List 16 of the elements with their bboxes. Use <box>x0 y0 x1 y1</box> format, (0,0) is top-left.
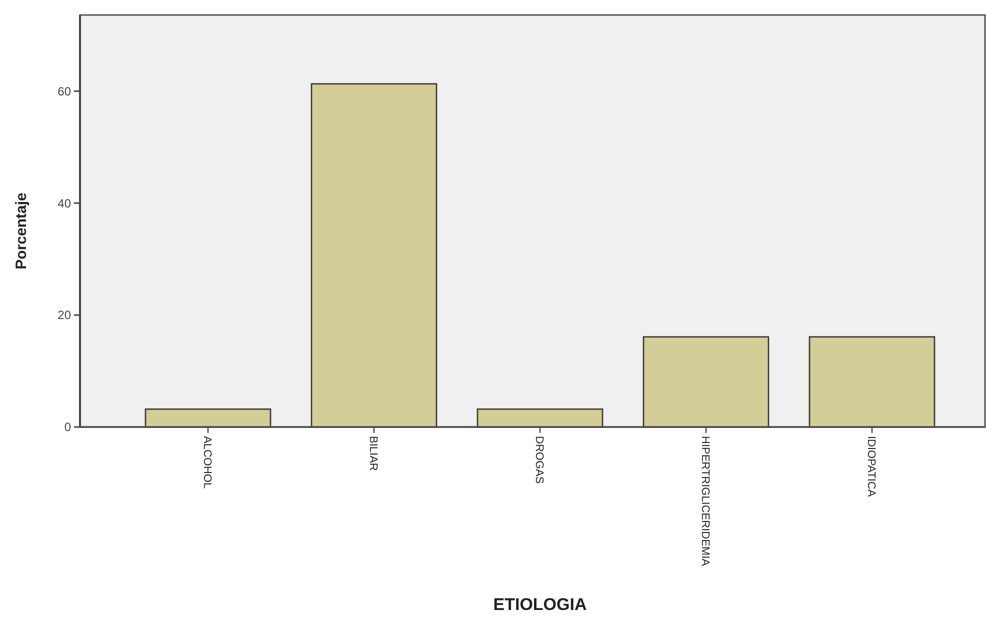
y-tick-label: 40 <box>58 196 72 210</box>
x-tick-label: HIPERTRIGLICERIDEMIA <box>699 436 712 567</box>
bar <box>642 336 770 428</box>
x-tick-label: DROGAS <box>533 436 546 484</box>
bar <box>808 336 936 428</box>
bar <box>476 408 604 428</box>
x-axis-title: ETIOLOGIA <box>493 595 587 614</box>
bar <box>144 408 272 428</box>
y-tick-label: 60 <box>58 84 72 98</box>
x-tick-label: BILIAR <box>367 436 380 471</box>
x-tick-label: IDIOPATICA <box>865 436 878 498</box>
x-tick-label: ALCOHOL <box>201 436 214 489</box>
y-tick-label: 0 <box>64 420 72 434</box>
bar <box>310 83 438 428</box>
y-axis-title: Porcentaje <box>13 192 30 270</box>
y-tick-label: 20 <box>58 308 72 322</box>
